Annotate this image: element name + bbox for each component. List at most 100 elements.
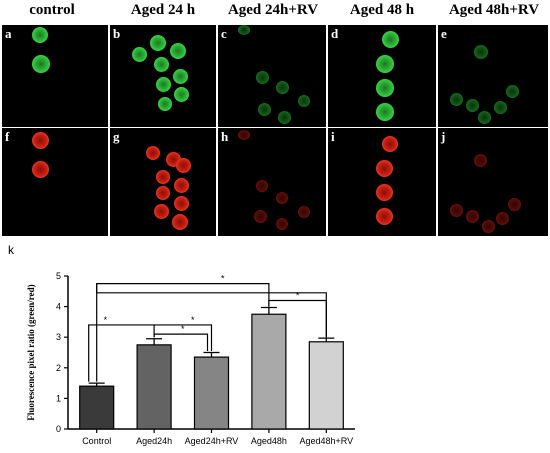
cell-green — [150, 35, 166, 51]
panel-c-aged24h-rv-green: c — [218, 25, 326, 127]
panel-letter-j: j — [441, 129, 446, 144]
y-tick-label: 2 — [56, 363, 61, 373]
significance-star: * — [191, 315, 195, 325]
cell-green — [238, 25, 250, 35]
cell-red — [174, 196, 189, 211]
significance-bracket — [154, 324, 213, 351]
significance-bracket — [96, 283, 270, 382]
cell-green — [376, 103, 394, 121]
cell-red — [238, 130, 250, 140]
cell-red — [146, 146, 160, 160]
x-tick-label: Aged48h — [251, 436, 287, 446]
cell-red — [508, 198, 521, 211]
cell-green — [278, 111, 291, 124]
significance-star: * — [104, 315, 108, 325]
cell-green — [376, 55, 394, 73]
y-tick-label: 1 — [56, 393, 61, 403]
cell-red — [156, 186, 170, 200]
panel-g-aged24h-red: g — [110, 128, 216, 236]
cell-green — [298, 95, 310, 107]
panel-h-aged24h-rv-red: h — [218, 128, 326, 236]
panel-letter-f: f — [5, 129, 10, 144]
panel-letter-g: g — [113, 129, 120, 144]
significance-bracket — [153, 333, 209, 351]
header-aged-24h: Aged 24 h — [130, 2, 196, 18]
header-aged-48h-rv: Aged 48h+RV — [448, 2, 540, 18]
cell-green — [32, 55, 50, 73]
cell-green — [173, 69, 188, 84]
bar — [136, 344, 172, 430]
panel-e-aged48h-rv-green: e — [438, 25, 548, 127]
cell-red — [32, 132, 49, 149]
cell-green — [154, 57, 169, 72]
cell-green — [132, 47, 147, 62]
cell-red — [482, 220, 495, 233]
cell-red — [298, 206, 310, 218]
panel-j-aged48h-rv-red: j — [438, 128, 548, 236]
x-tick-label: Control — [82, 436, 111, 446]
cell-red — [376, 184, 393, 201]
significance-bracket — [268, 299, 327, 338]
cell-red — [254, 210, 267, 223]
header-aged-24h-rv: Aged 24h+RV — [227, 2, 319, 18]
y-tick-label: 5 — [56, 271, 61, 281]
cell-red — [496, 212, 509, 225]
cell-green — [158, 97, 172, 111]
cell-red — [174, 178, 189, 193]
cell-green — [382, 31, 399, 48]
cell-red — [376, 160, 393, 177]
significance-star: * — [221, 274, 225, 284]
bar — [251, 313, 287, 430]
cell-green — [170, 43, 186, 59]
cell-red — [172, 214, 188, 230]
cell-green — [256, 71, 269, 84]
cell-green — [174, 87, 189, 102]
significance-star: * — [296, 290, 300, 300]
cell-green — [258, 103, 271, 116]
cell-green — [376, 79, 394, 97]
cell-red — [154, 204, 169, 219]
cell-red — [156, 170, 170, 184]
cell-red — [474, 154, 487, 167]
significance-star: * — [181, 324, 185, 334]
cell-green — [474, 45, 488, 59]
cell-red — [376, 208, 393, 225]
panel-b-aged24h-green: b — [110, 25, 216, 127]
cell-green — [276, 81, 289, 94]
x-tick-label: Aged48h+RV — [299, 436, 353, 446]
panel-letter-a: a — [5, 26, 12, 41]
chart-panel-label: k — [8, 243, 14, 257]
panel-d-aged48h-green: d — [328, 25, 436, 127]
cell-green — [478, 111, 491, 124]
cell-green — [466, 99, 479, 112]
cell-red — [176, 158, 191, 173]
x-tick-label: Aged24h — [136, 436, 172, 446]
panel-letter-d: d — [331, 26, 339, 41]
significance-bracket — [88, 324, 155, 382]
cell-green — [32, 27, 48, 43]
cell-red — [276, 192, 288, 204]
header-control: control — [29, 2, 75, 18]
cell-green — [156, 77, 171, 92]
cell-red — [256, 180, 268, 192]
panel-letter-c: c — [221, 26, 227, 41]
panel-letter-e: e — [441, 26, 447, 41]
panel-letter-b: b — [113, 26, 121, 41]
header-aged-48h: Aged 48 h — [349, 2, 415, 18]
cell-red — [276, 218, 288, 230]
panel-f-control-red: f — [2, 128, 108, 236]
panel-a-control-green: a — [2, 25, 108, 127]
bar — [308, 341, 344, 430]
cell-green — [506, 85, 519, 98]
x-tick-label: Aged24h+RV — [185, 436, 239, 446]
panel-letter-i: i — [331, 129, 335, 144]
cell-red — [450, 204, 463, 217]
bar-chart: 0 1 2 3 4 5 Fluorescence pixel ratio (green/re… — [26, 271, 355, 446]
cell-red — [32, 161, 49, 178]
y-tick-label: 0 — [56, 424, 61, 434]
panel-i-aged48h-red: i — [328, 128, 436, 236]
y-axis-title: Fluorescence pixel ratio (green/red) — [26, 284, 36, 420]
panel-letter-h: h — [221, 129, 229, 144]
bar — [193, 356, 230, 430]
